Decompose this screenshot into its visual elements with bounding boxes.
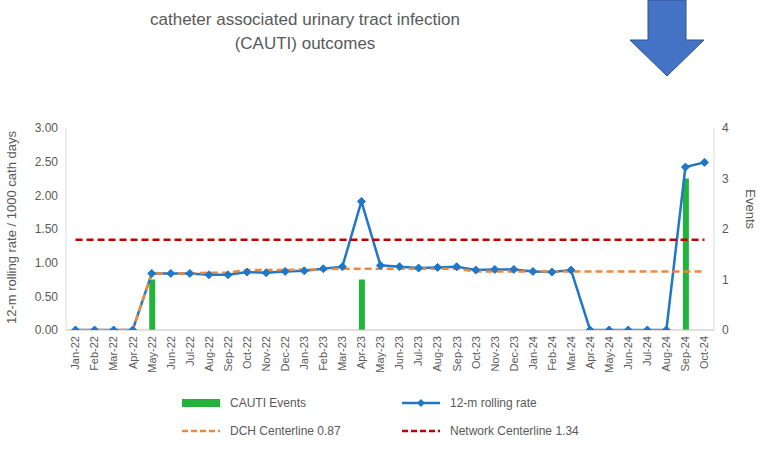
svg-text:1.00: 1.00 bbox=[35, 256, 59, 270]
svg-text:12-m rolling rate / 1000 cath: 12-m rolling rate / 1000 cath days bbox=[8, 131, 19, 324]
svg-text:1: 1 bbox=[722, 273, 729, 287]
svg-text:Jan-23: Jan-23 bbox=[298, 336, 310, 370]
svg-text:Aug-23: Aug-23 bbox=[431, 336, 443, 371]
svg-text:Oct-23: Oct-23 bbox=[470, 336, 482, 369]
svg-text:Jul-24: Jul-24 bbox=[641, 336, 653, 366]
svg-text:Apr-23: Apr-23 bbox=[355, 336, 367, 369]
svg-text:Jun-23: Jun-23 bbox=[393, 336, 405, 370]
svg-text:3.00: 3.00 bbox=[35, 121, 59, 135]
svg-text:Jul-23: Jul-23 bbox=[412, 336, 424, 366]
svg-text:0: 0 bbox=[722, 323, 729, 337]
svg-text:Oct-22: Oct-22 bbox=[241, 336, 253, 369]
svg-text:Mar-23: Mar-23 bbox=[336, 336, 348, 371]
svg-text:Jun-22: Jun-22 bbox=[165, 336, 177, 370]
svg-text:2.00: 2.00 bbox=[35, 189, 59, 203]
html-text:catheter associated urinary tr: catheter associated urinary tract infect… bbox=[150, 10, 460, 53]
svg-text:Events: Events bbox=[743, 189, 758, 229]
svg-text:Sep-23: Sep-23 bbox=[451, 336, 463, 371]
svg-text:Nov-23: Nov-23 bbox=[489, 336, 501, 371]
svg-text:Apr-22: Apr-22 bbox=[127, 336, 139, 369]
svg-text:Jul-22: Jul-22 bbox=[184, 336, 196, 366]
svg-text:Nov-22: Nov-22 bbox=[260, 336, 272, 371]
svg-text:Aug-22: Aug-22 bbox=[203, 336, 215, 371]
svg-text:May-23: May-23 bbox=[374, 336, 386, 373]
svg-text:2: 2 bbox=[722, 222, 729, 236]
svg-text:Apr-24: Apr-24 bbox=[584, 336, 596, 369]
svg-text:4: 4 bbox=[722, 121, 729, 135]
svg-text:0.00: 0.00 bbox=[35, 323, 59, 337]
svg-text:Mar-22: Mar-22 bbox=[107, 336, 119, 371]
svg-text:Sep-22: Sep-22 bbox=[222, 336, 234, 371]
svg-text:May-24: May-24 bbox=[603, 336, 615, 373]
svg-text:Jan-24: Jan-24 bbox=[527, 336, 539, 370]
svg-text:Feb-23: Feb-23 bbox=[317, 336, 329, 371]
svg-text:1.50: 1.50 bbox=[35, 222, 59, 236]
svg-text:Mar-24: Mar-24 bbox=[565, 336, 577, 371]
html-text:CAUTI Events: CAUTI Events bbox=[230, 396, 306, 410]
svg-text:May-22: May-22 bbox=[146, 336, 158, 373]
svg-text:0.50: 0.50 bbox=[35, 290, 59, 304]
svg-text:Feb-22: Feb-22 bbox=[88, 336, 100, 371]
svg-text:3: 3 bbox=[722, 172, 729, 186]
html-text:12-m rolling rate: 12-m rolling rate bbox=[450, 396, 537, 410]
html-text:Network Centerline 1.34: Network Centerline 1.34 bbox=[450, 424, 579, 438]
svg-text:Feb-24: Feb-24 bbox=[546, 336, 558, 371]
html-text:DCH Centerline 0.87: DCH Centerline 0.87 bbox=[230, 424, 341, 438]
svg-text:Dec-23: Dec-23 bbox=[508, 336, 520, 371]
svg-text:Aug-24: Aug-24 bbox=[660, 336, 672, 371]
svg-text:2.50: 2.50 bbox=[35, 155, 59, 169]
svg-text:Dec-22: Dec-22 bbox=[279, 336, 291, 371]
svg-text:Sep-24: Sep-24 bbox=[679, 336, 691, 371]
svg-text:Jun-24: Jun-24 bbox=[622, 336, 634, 370]
svg-text:Oct-24: Oct-24 bbox=[698, 336, 710, 369]
svg-text:Jan-22: Jan-22 bbox=[69, 336, 81, 370]
